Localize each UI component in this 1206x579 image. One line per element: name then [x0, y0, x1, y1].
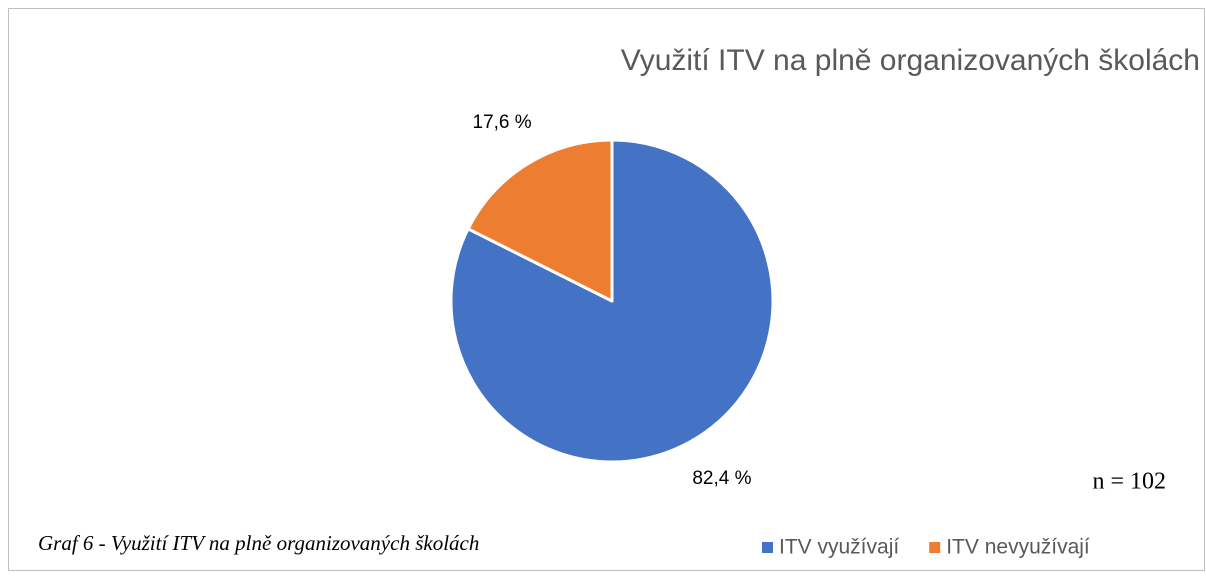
legend-label: ITV využívají [779, 536, 899, 559]
data-label: 17,6 % [473, 112, 532, 133]
legend-swatch [929, 542, 941, 553]
legend-swatch [762, 542, 773, 553]
pie-slice [466, 138, 614, 303]
caption: Graf 6 - Využití ITV na plně organizovan… [38, 531, 479, 555]
legend-label: ITV nevyužívají [946, 536, 1090, 559]
annotation: n = 102 [1092, 469, 1166, 495]
data-label: 82,4 % [692, 468, 751, 489]
chart-title: Využití ITV na plně organizovaných školá… [621, 44, 1200, 77]
